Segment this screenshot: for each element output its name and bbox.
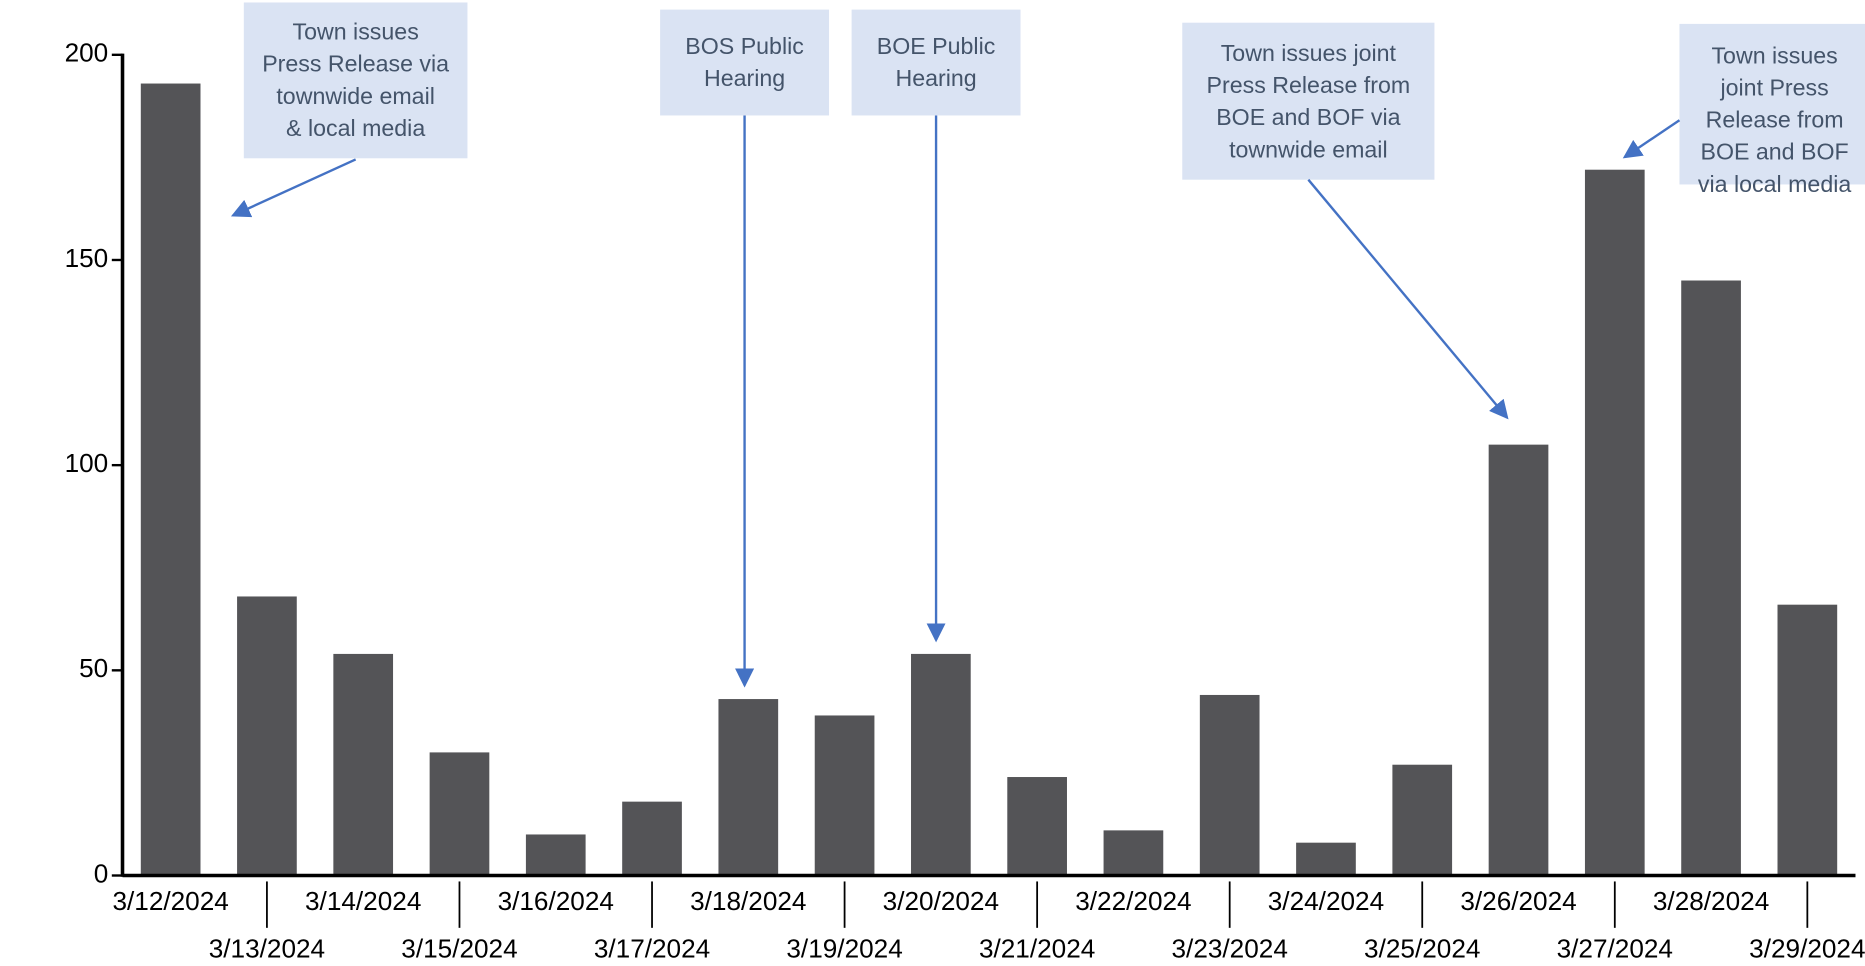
bar xyxy=(1007,777,1067,876)
x-tick-label: 3/18/2024 xyxy=(690,886,806,916)
annotation-text: BOS Public xyxy=(685,33,804,59)
annotation-text: BOE and BOF xyxy=(1700,139,1848,165)
bar xyxy=(237,596,297,876)
x-tick-label: 3/28/2024 xyxy=(1653,886,1769,916)
x-tick-label: 3/12/2024 xyxy=(112,886,228,916)
y-tick-label: 200 xyxy=(65,38,109,68)
annotations xyxy=(230,2,1865,688)
annotation-box xyxy=(1679,23,1865,185)
annotation-text: Release from xyxy=(1706,107,1844,133)
y-tick-label: 100 xyxy=(65,448,109,478)
x-tick-label: 3/20/2024 xyxy=(883,886,999,916)
annotation-text: Town issues xyxy=(1711,42,1837,68)
y-tick-label: 50 xyxy=(79,653,108,683)
y-tick-label: 150 xyxy=(65,243,109,273)
annotation-text: BOE Public xyxy=(877,33,996,59)
bar xyxy=(911,653,971,876)
bar xyxy=(1681,280,1741,876)
x-tick-label: 3/26/2024 xyxy=(1460,886,1576,916)
x-tick-label: 3/16/2024 xyxy=(498,886,614,916)
annotation-box xyxy=(660,9,830,116)
bar xyxy=(1296,842,1356,876)
x-tick-label: 3/22/2024 xyxy=(1075,886,1191,916)
bar xyxy=(718,699,779,876)
annotation-text: Hearing xyxy=(895,65,976,91)
x-tick-label: 3/27/2024 xyxy=(1557,933,1673,963)
bar xyxy=(1103,830,1164,876)
annotation-text: joint Press xyxy=(1719,74,1828,100)
x-tick-label: 3/23/2024 xyxy=(1172,933,1288,963)
annotation-arrow xyxy=(1622,119,1681,159)
bar xyxy=(1777,604,1838,876)
bar xyxy=(1584,169,1645,876)
bar xyxy=(1488,444,1549,876)
annotation-text: Press Release via xyxy=(262,51,449,77)
annotation-text: Hearing xyxy=(704,65,785,91)
annotation-text: townwide email xyxy=(1229,136,1388,162)
bar xyxy=(814,715,875,876)
x-tick-label: 3/13/2024 xyxy=(209,933,325,963)
annotation-text: Press Release from xyxy=(1207,72,1411,98)
x-tick-label: 3/21/2024 xyxy=(979,933,1095,963)
x-tick-label: 3/19/2024 xyxy=(786,933,902,963)
annotation-box xyxy=(1182,22,1435,180)
bar xyxy=(429,752,490,876)
annotation-arrow xyxy=(1307,178,1509,420)
annotation-text: Town issues xyxy=(292,19,418,45)
annotation-text: townwide email xyxy=(276,83,435,109)
x-tick-label: 3/24/2024 xyxy=(1268,886,1384,916)
bar xyxy=(525,834,586,876)
annotation-arrow xyxy=(230,158,357,218)
x-tick-label: 3/15/2024 xyxy=(401,933,517,963)
annotation-text: Town issues joint xyxy=(1221,40,1397,66)
x-tick-label: 3/14/2024 xyxy=(305,886,421,916)
x-tick-label: 3/29/2024 xyxy=(1749,933,1865,963)
bar xyxy=(140,83,201,876)
annotation-text: & local media xyxy=(286,115,425,141)
annotation-box xyxy=(243,2,468,159)
bar xyxy=(333,653,394,876)
bar xyxy=(622,801,682,876)
annotation-text: BOE and BOF via xyxy=(1216,104,1400,130)
bar xyxy=(1392,764,1453,876)
annotation-text: via local media xyxy=(1698,171,1851,197)
annotation-box xyxy=(851,9,1021,116)
bar xyxy=(1199,694,1260,876)
x-tick-label: 3/25/2024 xyxy=(1364,933,1480,963)
x-tick-label: 3/17/2024 xyxy=(594,933,710,963)
y-tick-label: 0 xyxy=(94,858,109,888)
